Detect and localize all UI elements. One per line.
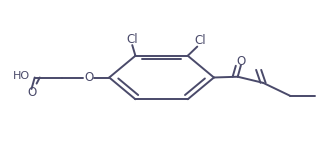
- Text: Cl: Cl: [195, 34, 206, 47]
- Text: HO: HO: [13, 71, 30, 81]
- Text: O: O: [27, 86, 36, 99]
- Text: O: O: [84, 71, 93, 84]
- Text: O: O: [236, 55, 245, 68]
- Text: Cl: Cl: [126, 33, 138, 46]
